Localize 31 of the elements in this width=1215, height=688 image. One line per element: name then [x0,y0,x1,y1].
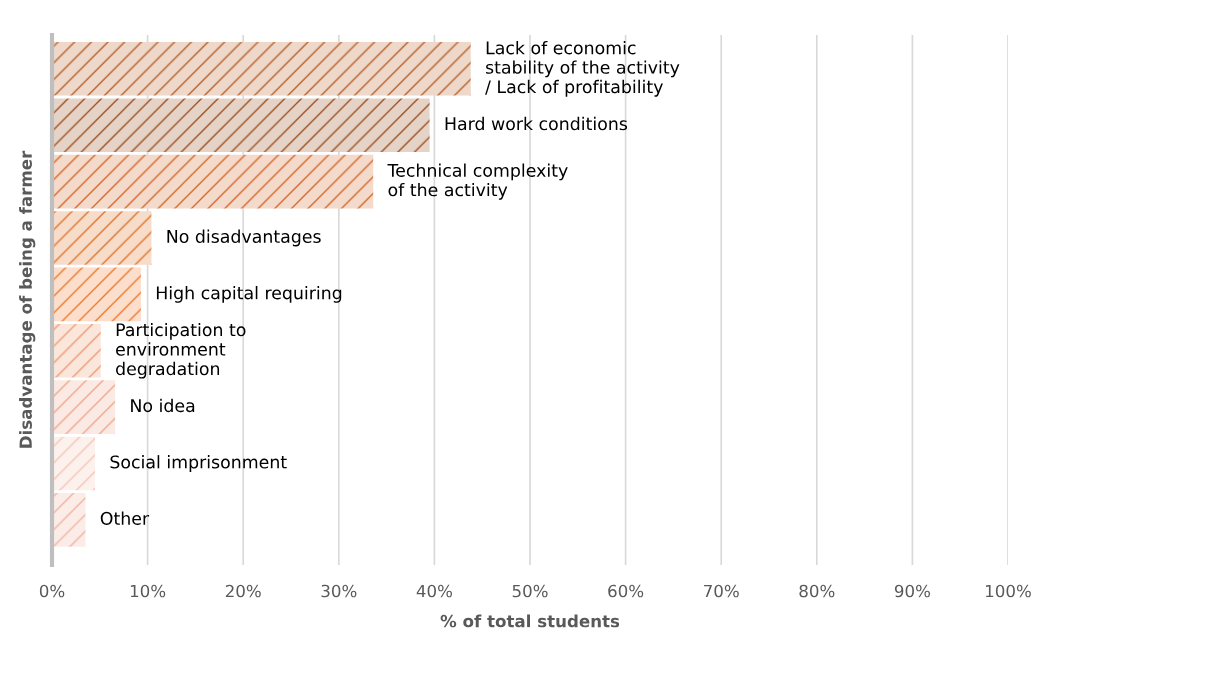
y-tick-label: Other [100,511,150,525]
x-tick-label: 100% [986,584,1031,598]
bar [52,267,141,322]
bar [52,42,471,96]
bar [52,98,430,152]
x-tick-label: 50% [512,584,548,598]
y-tick-label: Technical complexity of the activity [387,163,568,200]
x-tick-label: 20% [225,584,261,598]
x-tick-label: 80% [799,584,835,598]
y-tick-label: Hard work conditions [445,116,628,131]
y-tick-label: High capital requiring [156,285,342,303]
x-tick-label: 40% [416,584,452,598]
y-tick-label: Social imprisonment [110,455,287,472]
y-tick-label: No disadvantages [167,229,321,247]
bar [52,436,96,491]
bar [52,493,86,547]
x-tick-label: 90% [894,584,930,598]
bar [52,323,101,378]
y-tick-label: Participation to environment degradation [116,322,246,379]
y-axis-title: Disadvantage of being a farmer [19,150,36,448]
x-tick-label: 0% [39,584,65,598]
bar [52,380,116,434]
x-axis-title: % of total students [440,614,620,628]
bar [52,211,152,265]
y-tick-label: No idea [131,398,195,413]
x-tick-label: 70% [704,584,739,598]
x-tick-label: 60% [608,584,644,598]
x-tick-label: 30% [321,584,357,598]
bar [52,154,374,209]
x-tick-label: 10% [130,584,166,598]
y-tick-label: Lack of economic stability of the activity / Lack of profitability [485,40,680,97]
